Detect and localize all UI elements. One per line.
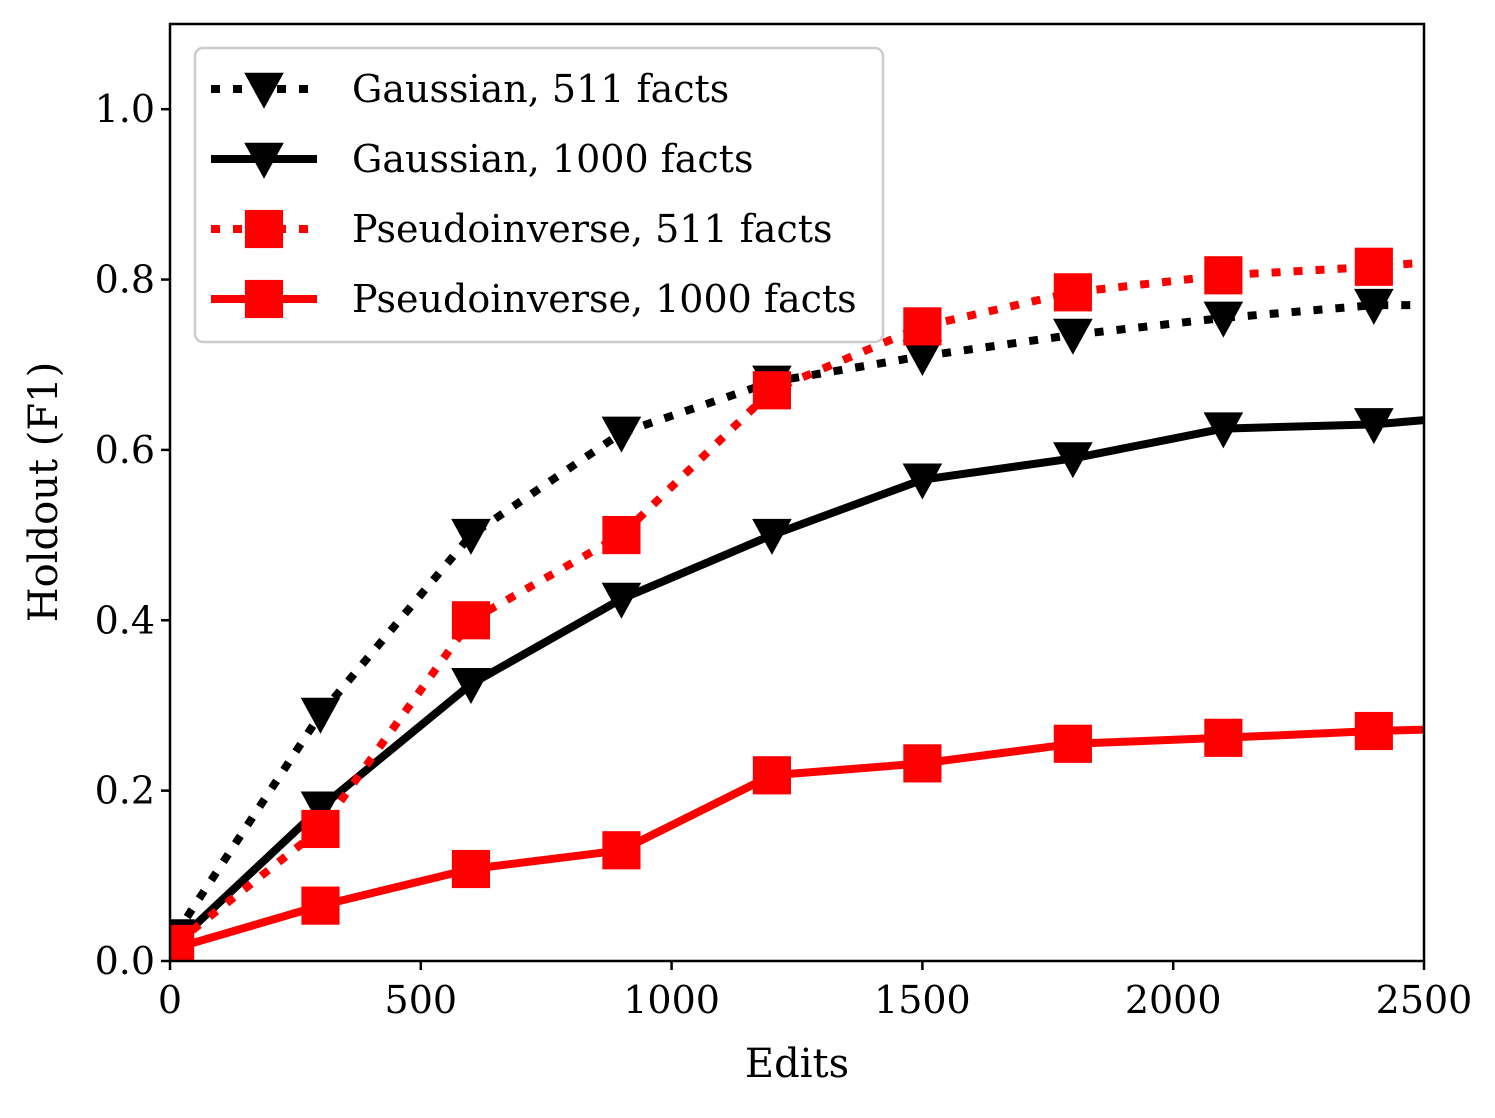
legend-label: Gaussian, 511 facts [352,67,729,111]
data-point-marker [300,697,341,734]
data-point-marker [902,463,943,500]
y-tick-label: 0.8 [95,258,155,302]
series-line [173,725,1424,953]
series-4 [170,711,1424,961]
y-axis-label: Holdout (F1) [21,362,67,622]
series-line [172,258,1424,948]
data-point-marker [602,516,641,555]
data-point-marker [752,518,792,555]
data-point-marker [1053,724,1092,763]
x-tick-label: 500 [385,978,458,1022]
data-point-marker [1053,273,1092,312]
series-1 [170,288,1424,956]
y-tick-label: 0.0 [95,939,155,983]
data-point-marker [1053,318,1093,355]
data-point-marker [602,831,641,870]
legend: Gaussian, 511 facts Gaussian, 1000 facts P… [193,46,885,344]
data-point-marker [601,582,642,619]
data-point-marker [451,667,491,704]
series-3 [170,247,1424,961]
y-tick-label: 0.6 [95,428,155,472]
data-point-marker [244,279,284,319]
data-point-marker [301,809,340,849]
x-tick-label: 1500 [874,978,971,1022]
data-point-marker [1203,301,1244,338]
x-tick-label: 1000 [623,978,720,1022]
data-point-marker [301,886,340,925]
data-point-marker [244,209,284,249]
data-point-marker [1354,247,1393,286]
x-tick-label: 0 [158,978,182,1022]
data-point-marker [244,142,284,179]
x-tick-label: 2500 [1376,978,1473,1022]
data-point-marker [1204,718,1243,757]
series-layer [170,247,1424,961]
legend-box [193,46,885,344]
data-point-marker [752,756,791,795]
data-point-marker [902,340,943,377]
data-point-marker [451,601,491,640]
data-point-marker [1354,711,1393,751]
data-point-marker [1053,442,1093,479]
data-point-marker [752,371,791,410]
data-point-marker [1203,412,1244,449]
x-axis-label: Edits [745,1041,849,1087]
data-point-marker [451,849,491,889]
axis-ticks: 0 500 1000 1500 2000 2500 0.0 0.2 0.4 0.6 0.8 1.0 [95,87,1473,1022]
series-line [172,416,1424,947]
data-point-marker [1204,256,1243,295]
y-tick-label: 1.0 [95,87,155,131]
y-tick-label: 0.4 [95,598,155,642]
legend-label: Pseudoinverse, 1000 facts [352,277,857,321]
data-point-marker [903,307,942,346]
data-point-marker [451,518,491,555]
data-point-marker [244,72,284,109]
x-tick-label: 2000 [1125,978,1222,1022]
data-point-marker [903,744,942,783]
data-point-marker [1354,288,1394,325]
data-point-marker [601,416,642,453]
legend-label: Gaussian, 1000 facts [352,137,754,181]
plot-area-frame [168,22,1426,963]
legend-label: Pseudoinverse, 511 facts [352,207,833,251]
series-2 [170,408,1424,961]
data-point-marker [170,929,195,961]
data-point-marker [300,791,341,828]
y-tick-label: 0.2 [95,769,155,813]
series-line [171,301,1424,938]
data-point-marker [1354,408,1394,445]
